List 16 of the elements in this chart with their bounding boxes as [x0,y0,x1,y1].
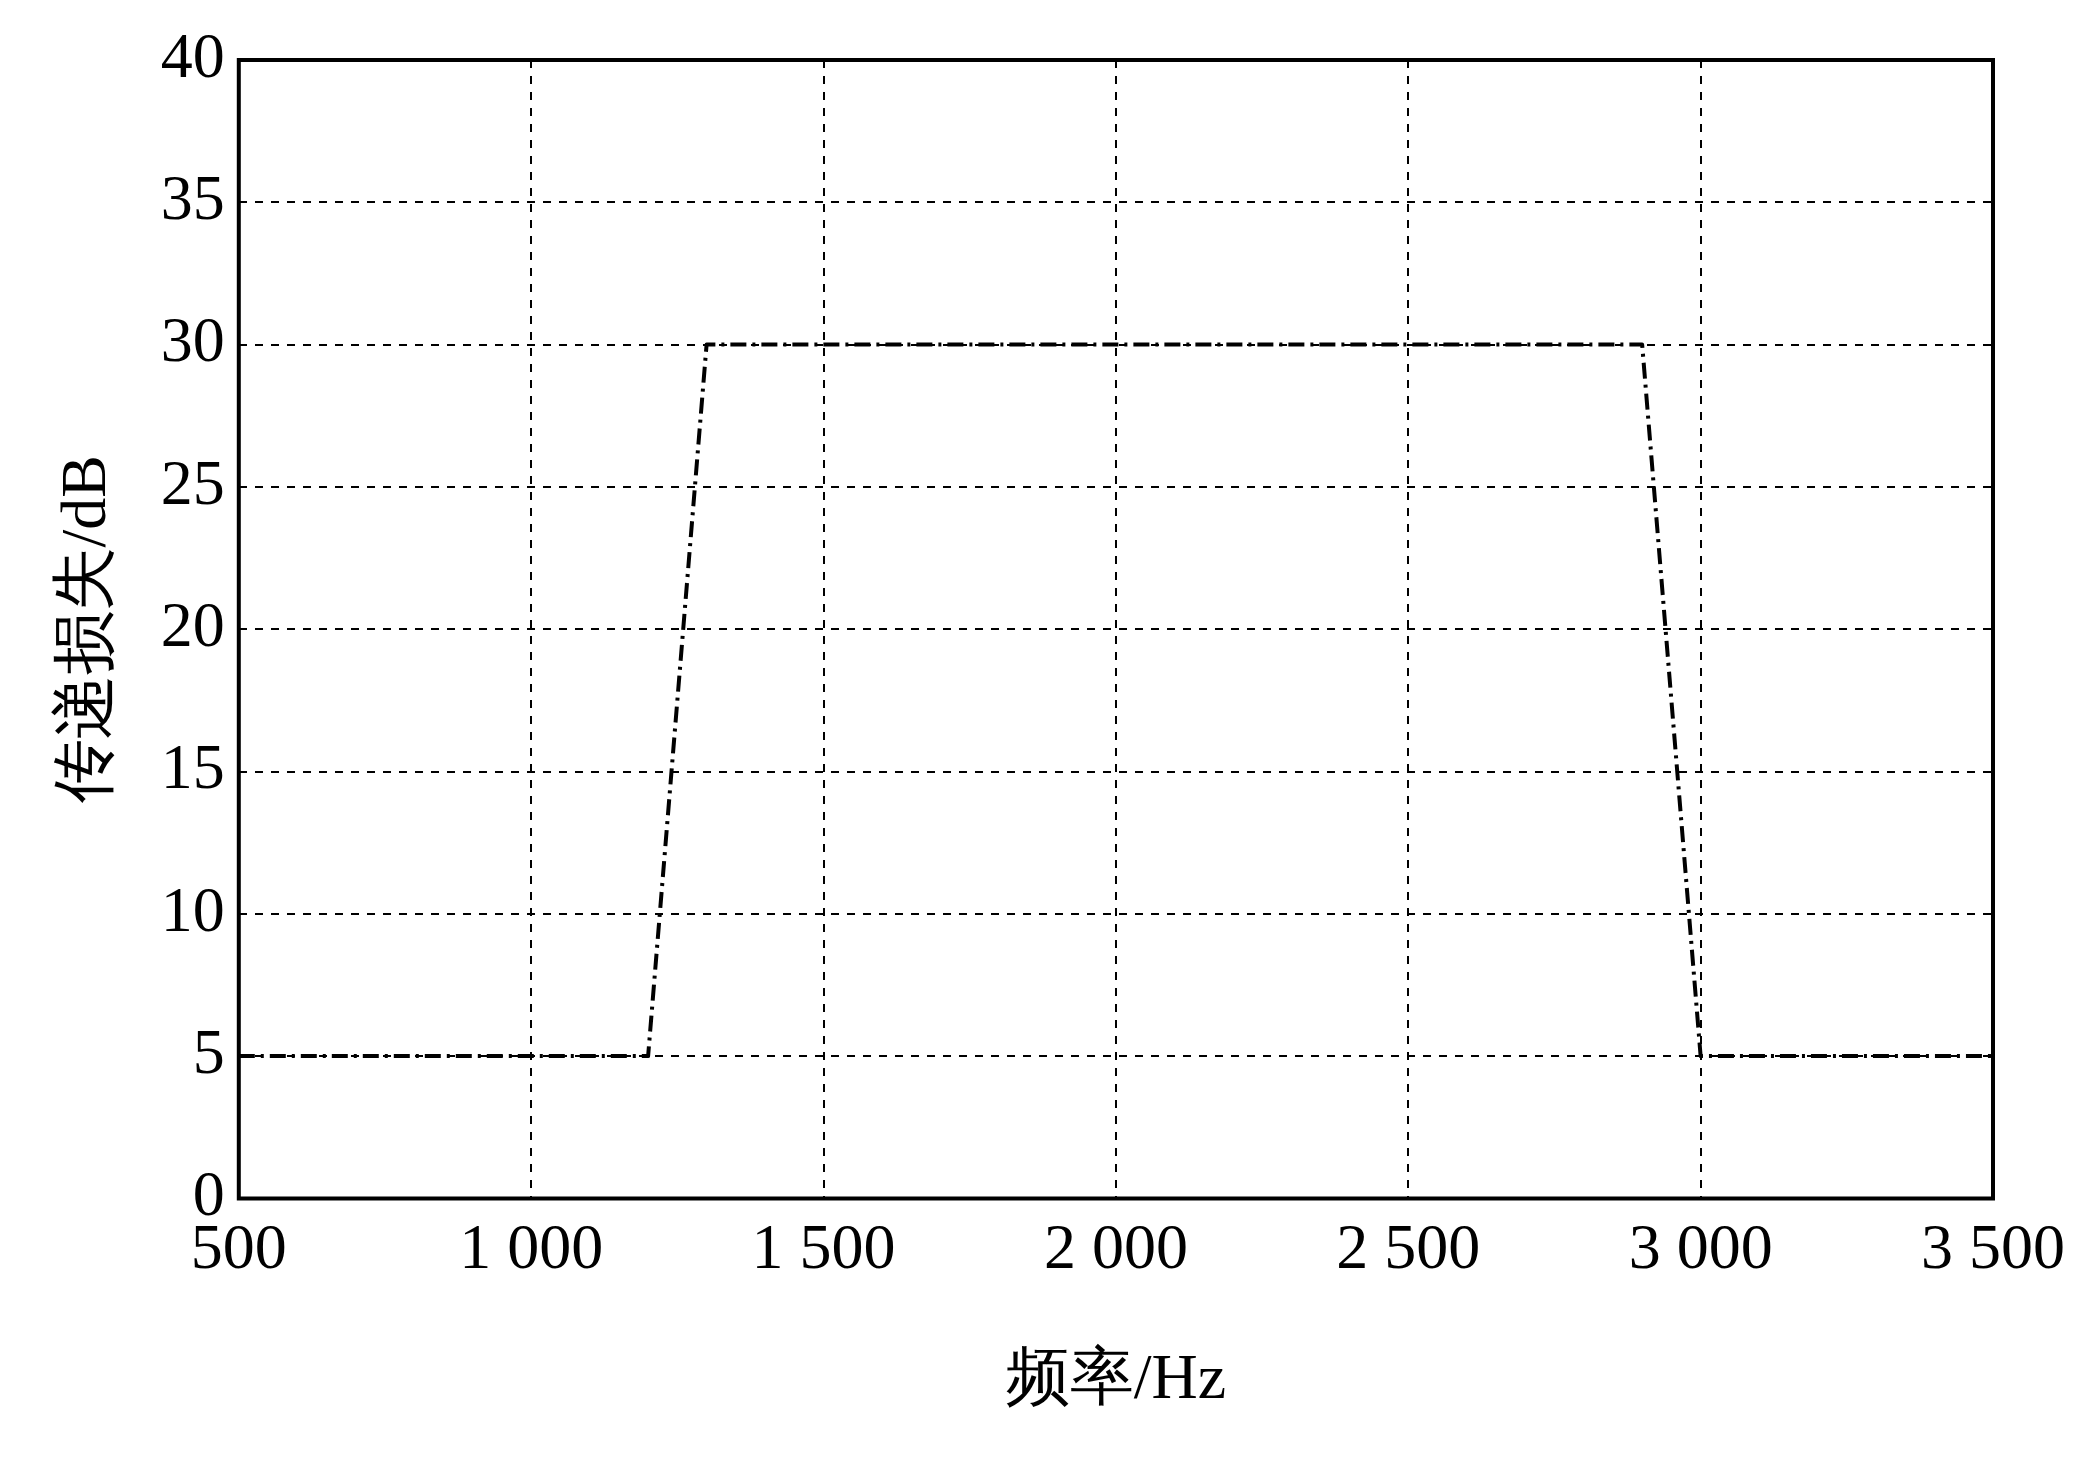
y-tick-label: 15 [160,731,225,803]
y-tick-label: 20 [160,589,225,661]
x-tick-label: 2 500 [1336,1210,1481,1282]
y-tick-label: 30 [160,304,225,376]
x-tick-label: 3 500 [1921,1210,2065,1282]
y-axis-title: 传递损失/dB [48,454,120,804]
x-tick-label: 2 000 [1043,1210,1188,1282]
x-tick-label: 3 000 [1628,1210,1773,1282]
y-tick-label: 40 [160,19,225,91]
y-tick-label: 35 [160,162,225,234]
x-tick-label: 1 500 [751,1210,896,1282]
x-axis-title: 频率/Hz [1005,1341,1227,1413]
y-tick-label: 5 [192,1015,225,1087]
y-tick-label: 10 [160,873,225,945]
x-tick-label: 1 000 [459,1210,604,1282]
y-tick-label: 25 [160,446,225,518]
